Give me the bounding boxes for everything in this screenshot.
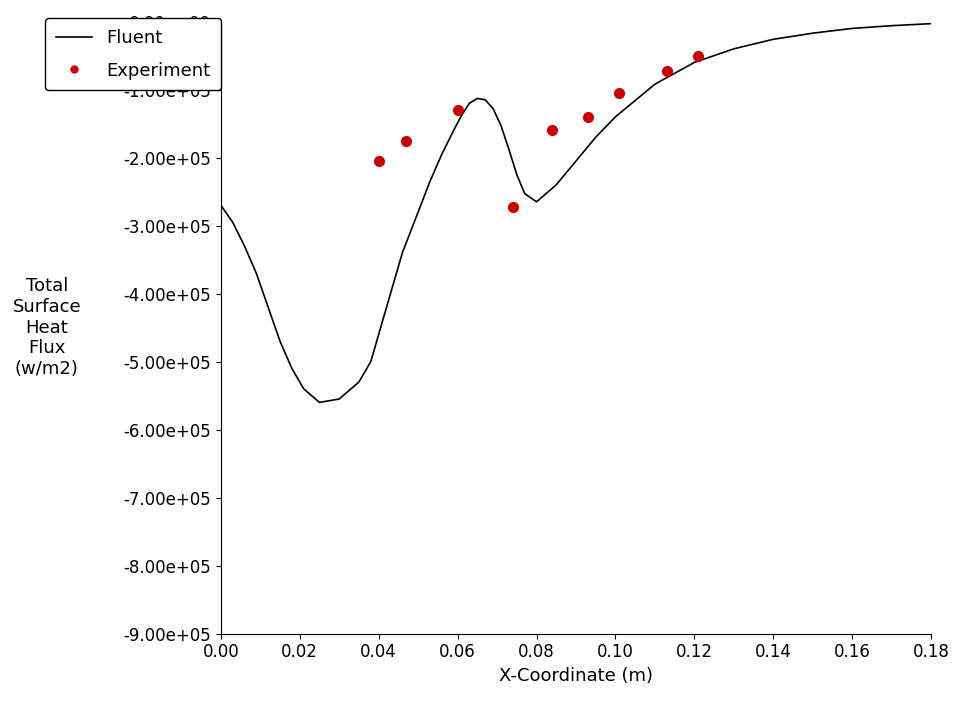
Fluent [925,19,937,28]
Fluent [649,80,660,89]
Fluent [768,35,780,44]
Fluent [239,242,251,251]
Fluent [436,150,447,158]
Fluent [479,96,491,104]
Fluent [333,395,345,403]
Fluent [385,289,396,298]
Fluent [886,22,898,30]
Experiment [660,65,675,76]
Fluent [227,218,238,227]
Experiment [580,111,595,122]
Fluent [503,145,515,154]
Fluent [365,357,376,366]
Experiment [690,50,706,61]
Fluent [448,126,460,135]
Fluent [413,207,424,216]
Fluent [728,45,739,53]
Fluent [298,384,309,393]
Fluent [590,133,602,142]
Experiment [612,87,627,99]
Y-axis label: Total
Surface
Heat
Flux
(w/m2): Total Surface Heat Flux (w/m2) [12,277,82,378]
Fluent [251,269,262,277]
Experiment [398,135,414,146]
Fluent [550,181,562,189]
Fluent [396,248,408,257]
Fluent [215,201,227,210]
Fluent [424,177,436,186]
Fluent [610,112,621,121]
Fluent [262,303,274,312]
Fluent [353,378,365,387]
Fluent [511,171,522,179]
Fluent [807,29,819,37]
Fluent [286,364,298,373]
Fluent [456,111,468,120]
Experiment [371,156,386,167]
Line: Fluent: Fluent [221,24,931,402]
Fluent [314,398,325,407]
Fluent [688,58,700,67]
Experiment [505,201,520,212]
Fluent [471,94,483,103]
Fluent [531,197,542,206]
X-axis label: X-Coordinate (m): X-Coordinate (m) [499,667,653,685]
Experiment [450,104,466,116]
Legend: Fluent, Experiment: Fluent, Experiment [45,19,222,91]
Fluent [275,337,286,346]
Fluent [847,24,858,32]
Fluent [372,330,384,338]
Fluent [495,122,507,130]
Fluent [464,99,475,107]
Fluent [519,189,531,198]
Fluent [488,104,499,113]
Experiment [544,125,560,136]
Fluent [570,157,582,166]
